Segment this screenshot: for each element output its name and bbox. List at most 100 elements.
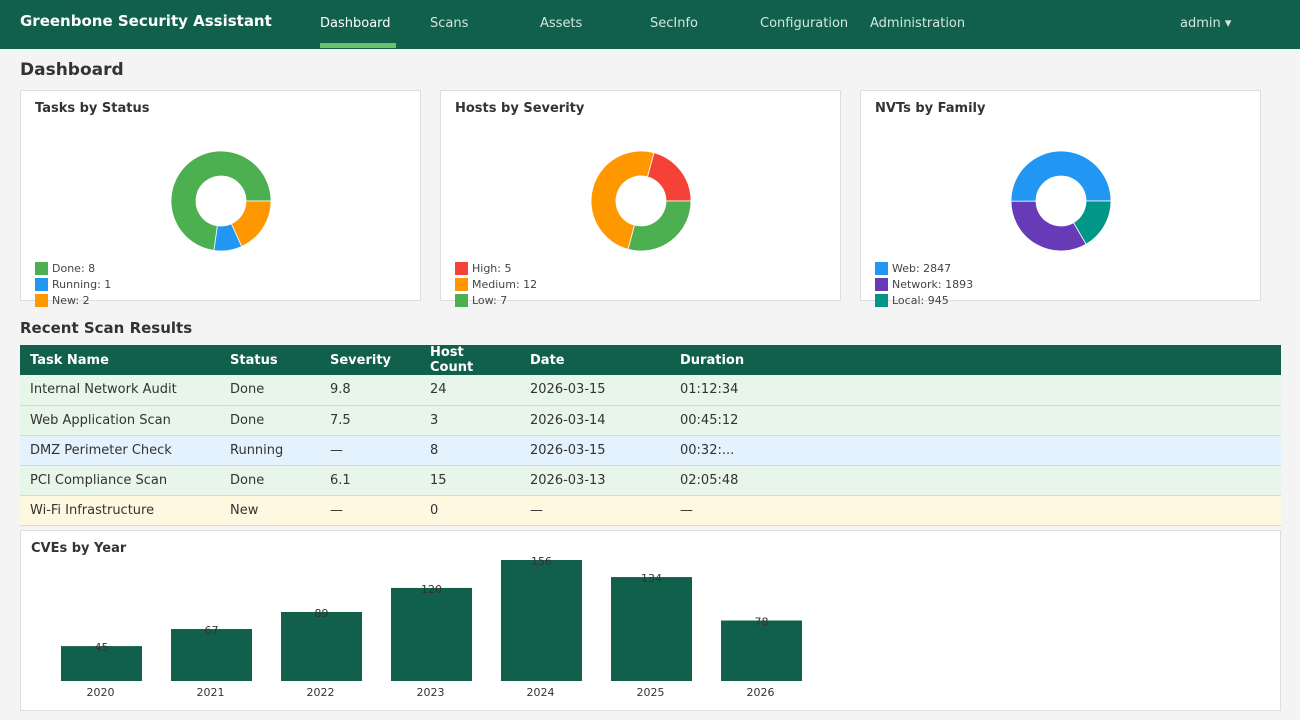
severity-cell: 7.5	[320, 405, 420, 436]
donut-slice[interactable]	[230, 200, 272, 248]
task-name-cell[interactable]: DMZ Perimeter Check	[20, 435, 220, 466]
legend-item-low: Low: 7	[455, 292, 537, 308]
scan-results-table: Task Name Status Severity Host Count Dat…	[20, 345, 1281, 526]
donut-slice[interactable]	[1073, 200, 1112, 245]
hosts-severity-donut-chart	[590, 150, 692, 252]
widget-title: Tasks by Status	[35, 101, 150, 116]
bar-value-label: 89	[315, 607, 329, 620]
bar-2024[interactable]	[501, 560, 582, 681]
legend-label: Running: 1	[52, 277, 112, 291]
legend-swatch	[35, 277, 48, 291]
donut-slice[interactable]	[646, 152, 692, 202]
table-row[interactable]: Internal Network Audit Done 9.8 24 2026-…	[20, 375, 1281, 406]
legend-label: Low: 7	[472, 293, 508, 307]
page-title: Dashboard	[20, 60, 124, 80]
legend-label: Local: 945	[892, 293, 949, 307]
bar-2023[interactable]	[391, 587, 472, 681]
nav-secinfo[interactable]: SecInfo	[650, 16, 699, 31]
donut-slice[interactable]	[627, 200, 692, 252]
bar-value-label: 120	[421, 583, 442, 596]
legend-swatch	[875, 293, 888, 307]
bar-value-label: 45	[95, 641, 109, 654]
x-tick-label: 2021	[197, 686, 225, 699]
legend-swatch	[875, 261, 888, 275]
cves-by-year-widget: 45 2020 67 2021 89 2022 120 2023 156 2024 134 2025 7…	[20, 530, 1281, 711]
bar-value-label: 78	[755, 616, 769, 629]
table-row[interactable]: Wi-Fi Infrastructure New — 0 — —	[20, 495, 1281, 526]
legend-label: High: 5	[472, 261, 512, 275]
cves-by-year-bar-chart: 45 2020 67 2021 89 2022 120 2023 156 2024 134 2025 7…	[61, 555, 802, 699]
column-header-date[interactable]: Date	[520, 345, 670, 375]
legend-swatch	[455, 277, 468, 291]
bar-2021[interactable]	[171, 629, 252, 681]
nav-scans[interactable]: Scans	[430, 16, 469, 31]
table-row[interactable]: DMZ Perimeter Check Running — 8 2026-03-…	[20, 435, 1281, 466]
task-name-cell[interactable]: Internal Network Audit	[20, 375, 220, 406]
donut-slice[interactable]	[170, 150, 272, 251]
legend-item-high: High: 5	[455, 260, 537, 276]
x-tick-label: 2025	[637, 686, 665, 699]
severity-cell: —	[320, 435, 420, 466]
legend-item-medium: Medium: 12	[455, 276, 537, 292]
bar-2020[interactable]	[61, 646, 142, 681]
task-name-cell[interactable]: Web Application Scan	[20, 405, 220, 436]
task-name-cell[interactable]: PCI Compliance Scan	[20, 465, 220, 496]
tasks-status-donut-chart	[170, 150, 272, 252]
legend-swatch	[875, 277, 888, 291]
column-header-host-count[interactable]: Host Count	[420, 345, 520, 375]
table-row[interactable]: PCI Compliance Scan Done 6.1 15 2026-03-…	[20, 465, 1281, 496]
legend-item-network: Network: 1893	[875, 276, 973, 292]
nav-assets[interactable]: Assets	[540, 16, 583, 31]
duration-cell: 02:05:48	[670, 465, 1281, 496]
severity-cell: —	[320, 495, 420, 526]
nav-administration[interactable]: Administration	[870, 16, 966, 31]
host-count-cell: 3	[420, 405, 520, 436]
task-name-cell[interactable]: Wi-Fi Infrastructure	[20, 495, 220, 526]
table-row[interactable]: Web Application Scan Done 7.5 3 2026-03-…	[20, 405, 1281, 436]
duration-cell: 00:32:...	[670, 435, 1281, 466]
hosts-by-severity-widget: Hosts by Severity High: 5 Medium: 12 Low…	[440, 90, 841, 307]
donut-slice[interactable]	[590, 150, 655, 250]
date-cell: 2026-03-13	[520, 465, 670, 496]
x-tick-label: 2024	[527, 686, 555, 699]
host-count-cell: 24	[420, 375, 520, 406]
bar-value-label: 156	[531, 555, 552, 568]
top-navigation-bar: Greenbone Security Assistant Dashboard S…	[0, 0, 1300, 49]
bar-2025[interactable]	[611, 577, 692, 681]
legend-label: New: 2	[52, 293, 90, 307]
severity-cell: 6.1	[320, 465, 420, 496]
legend-label: Done: 8	[52, 261, 96, 275]
widget-title: Hosts by Severity	[455, 101, 585, 116]
donut-slice[interactable]	[1010, 200, 1087, 252]
legend-item-web: Web: 2847	[875, 260, 973, 276]
donut-slice[interactable]	[1010, 150, 1112, 202]
date-cell: —	[520, 495, 670, 526]
table-header-row: Task Name Status Severity Host Count Dat…	[20, 345, 1281, 375]
legend-item-new: New: 2	[35, 292, 111, 308]
tasks-by-status-widget: Tasks by Status Done: 8 Running: 1 New: …	[20, 90, 421, 307]
host-count-cell: 8	[420, 435, 520, 466]
column-header-severity[interactable]: Severity	[320, 345, 420, 375]
status-cell: Running	[220, 435, 320, 466]
bar-2022[interactable]	[281, 611, 362, 681]
chart-legend: Done: 8 Running: 1 New: 2	[35, 260, 111, 308]
column-header-status[interactable]: Status	[220, 345, 320, 375]
legend-label: Web: 2847	[892, 261, 952, 275]
x-tick-label: 2022	[307, 686, 335, 699]
legend-label: Medium: 12	[472, 277, 538, 291]
duration-cell: 01:12:34	[670, 375, 1281, 406]
legend-label: Network: 1893	[892, 277, 974, 291]
nav-configuration[interactable]: Configuration	[760, 16, 849, 31]
date-cell: 2026-03-15	[520, 435, 670, 466]
chart-legend: Web: 2847 Network: 1893 Local: 945	[875, 260, 973, 308]
x-tick-label: 2023	[417, 686, 445, 699]
legend-swatch	[455, 261, 468, 275]
column-header-duration[interactable]: Duration	[670, 345, 1281, 375]
date-cell: 2026-03-15	[520, 375, 670, 406]
legend-swatch	[35, 261, 48, 275]
column-header-task-name[interactable]: Task Name	[20, 345, 220, 375]
user-menu[interactable]: admin ▾	[1180, 16, 1232, 31]
nav-dashboard[interactable]: Dashboard	[320, 16, 391, 31]
bar-2026[interactable]	[721, 620, 802, 682]
widget-title: NVTs by Family	[875, 101, 986, 116]
